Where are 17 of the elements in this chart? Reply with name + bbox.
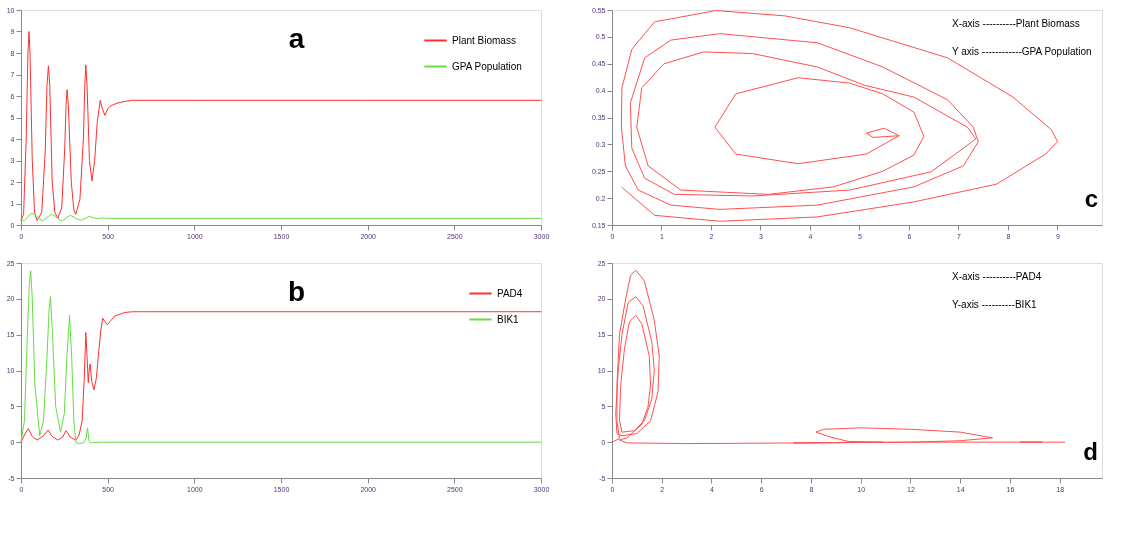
annotation: c [1084,185,1098,212]
line-series [20,311,542,443]
annotation: b [288,276,306,307]
line-series [20,270,542,445]
annotation: Y-axis ----------BIK1 [952,299,1038,310]
annotation: d [1083,438,1098,465]
legend-label: GPA Population [452,60,522,72]
legend-label: Plant Biomass [452,34,516,46]
legend-label: PAD4 [497,287,523,299]
annotation: Y axis ------------GPA Population [952,46,1092,57]
annotation: X-axis ----------PAD4 [952,271,1042,282]
annotation: X-axis ----------Plant Biomass [952,18,1080,29]
annotation: a [288,23,305,54]
line-series [20,212,542,222]
legend-label: BIK1 [497,313,520,325]
line-series [611,269,1066,445]
line-series [20,31,542,222]
